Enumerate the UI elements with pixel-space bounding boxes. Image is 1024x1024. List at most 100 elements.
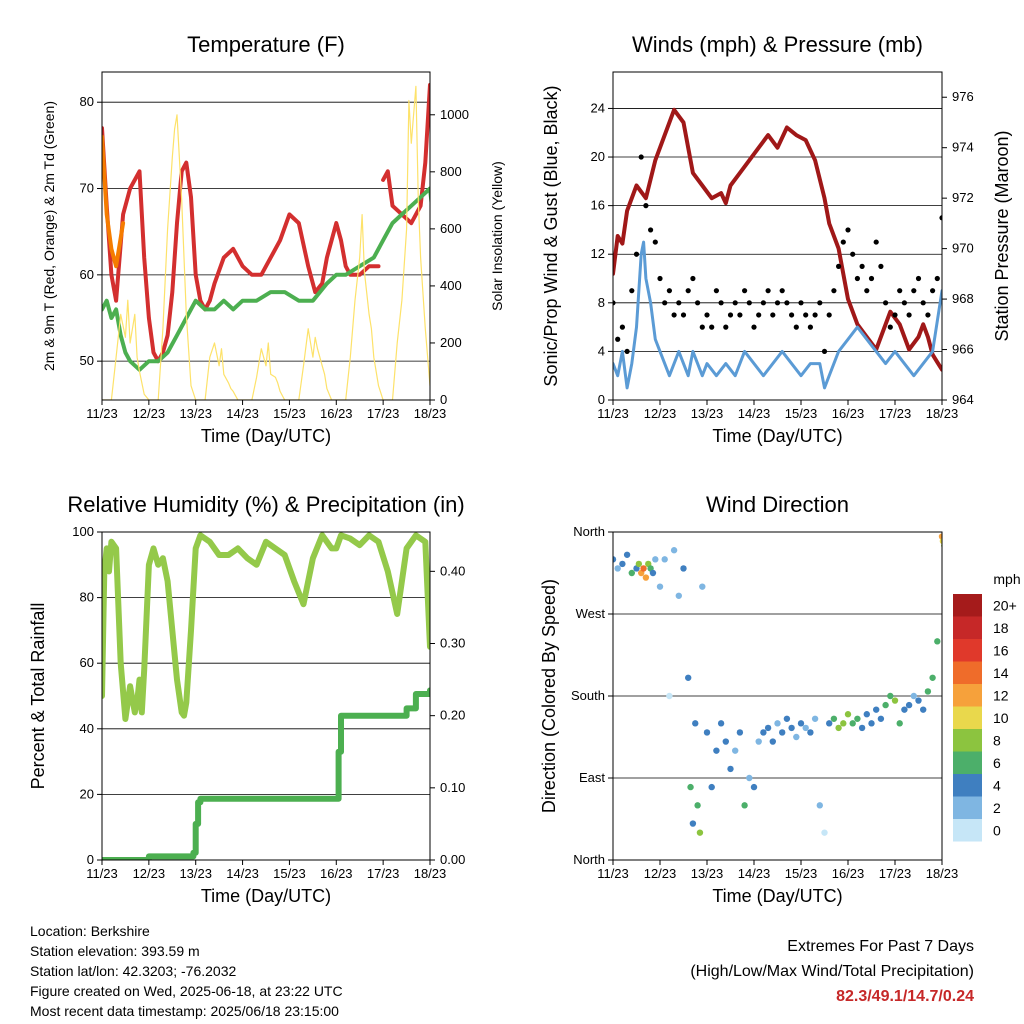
direction-point: [788, 724, 795, 732]
gust-point: [930, 288, 936, 294]
gust-point: [798, 300, 804, 306]
direction-point: [821, 829, 828, 836]
gust-point: [854, 275, 861, 282]
x-tick-label: 13/23: [691, 406, 724, 421]
y-tick-label: 40: [80, 721, 94, 736]
chart-title: Wind Direction: [706, 492, 849, 517]
gust-point: [638, 154, 644, 160]
x-tick-label: 15/23: [273, 406, 306, 421]
x-tick-label: 15/23: [785, 866, 818, 881]
direction-point: [614, 565, 621, 572]
plot-frame: [101, 531, 431, 861]
legend-swatch: [953, 616, 982, 639]
plot-frame: [612, 531, 943, 861]
y2-tick-label: 800: [440, 164, 462, 179]
gust-point: [831, 288, 837, 294]
direction-point: [807, 729, 814, 736]
y-tick-label: 50: [80, 353, 94, 368]
direction-point: [891, 697, 899, 704]
y-tick-label: South: [571, 688, 605, 703]
y2-tick-label: 200: [440, 335, 462, 350]
direction-point: [915, 697, 922, 704]
direction-point: [844, 711, 852, 718]
y2-tick-label: 0.20: [440, 708, 465, 723]
gust-point: [821, 348, 828, 355]
x-tick-label: 14/23: [226, 866, 259, 881]
gust-point: [685, 288, 691, 294]
legend-label: 18: [993, 620, 1009, 636]
plot-frame: [101, 71, 431, 401]
y-tick-label: 8: [598, 295, 605, 310]
direction-point: [779, 729, 786, 736]
gust-point: [864, 288, 870, 294]
y-tick-label: 4: [598, 343, 605, 358]
direction-point: [882, 701, 889, 709]
y2-tick-label: 968: [952, 291, 974, 306]
legend-label: 0: [993, 822, 1001, 838]
legend-label: 16: [993, 642, 1009, 658]
direction-point: [929, 674, 936, 681]
x-axis-label: Time (Day/UTC): [201, 886, 331, 906]
y2-axis-label: Solar Insolation (Yellow): [489, 161, 505, 311]
y-tick-label: 16: [591, 198, 605, 213]
direction-point: [692, 720, 699, 727]
gust-point: [774, 300, 781, 306]
direction-point: [849, 720, 856, 727]
direction-point: [797, 720, 805, 727]
y2-tick-label: 974: [952, 140, 974, 155]
gust-point: [826, 312, 832, 318]
station-latlon: Station lat/lon: 42.3203; -76.2032: [30, 963, 237, 979]
y-tick-label: 0: [87, 852, 94, 867]
gust-point: [742, 288, 748, 294]
legend-swatch: [953, 751, 982, 774]
extremes-title: Extremes For Past 7 Days: [787, 938, 974, 955]
direction-point: [830, 715, 838, 722]
x-axis-label: Time (Day/UTC): [201, 426, 331, 446]
y-tick-label: East: [579, 770, 605, 785]
direction-point: [741, 802, 748, 809]
legend-swatch: [953, 684, 982, 707]
direction-point: [696, 829, 704, 836]
direction-point: [840, 720, 847, 727]
direction-point: [793, 733, 800, 741]
x-axis-label: Time (Day/UTC): [712, 426, 842, 446]
gust-point: [901, 300, 908, 306]
gust-point: [939, 215, 942, 221]
gust-point: [732, 300, 738, 306]
gust-point: [779, 288, 785, 294]
gust-point: [643, 203, 649, 209]
station-location: Location: Berkshire: [30, 923, 150, 939]
direction-point: [802, 724, 809, 732]
gust-point: [836, 263, 842, 269]
gust-point: [746, 300, 752, 306]
gust-point: [662, 300, 668, 306]
direction-point: [699, 583, 706, 590]
gust-point: [699, 324, 705, 330]
x-tick-label: 12/23: [133, 406, 166, 421]
x-tick-label: 12/23: [133, 866, 166, 881]
direction-point: [920, 706, 927, 713]
x-tick-label: 12/23: [644, 866, 677, 881]
direction-point: [713, 747, 720, 754]
direction-point: [666, 692, 673, 700]
y-tick-label: West: [576, 606, 606, 621]
legend-label: 10: [993, 710, 1009, 726]
y-tick-label: 20: [591, 149, 605, 164]
series-line-pressure: [613, 107, 942, 373]
legend-swatch: [953, 819, 982, 842]
y-tick-label: 60: [80, 655, 94, 670]
gust-point: [887, 324, 893, 330]
y2-tick-label: 0.30: [440, 635, 465, 650]
gust-point: [756, 312, 762, 318]
direction-point: [769, 738, 776, 745]
direction-point: [642, 574, 650, 581]
gust-point: [624, 348, 630, 355]
legend-label: 12: [993, 687, 1009, 703]
direction-point: [774, 720, 781, 727]
y-tick-label: 80: [80, 590, 94, 605]
direction-point: [764, 724, 772, 732]
direction-point: [938, 533, 942, 540]
plot-area: [102, 532, 430, 860]
plot-area: [102, 82, 430, 400]
chart-title: Temperature (F): [187, 32, 345, 57]
